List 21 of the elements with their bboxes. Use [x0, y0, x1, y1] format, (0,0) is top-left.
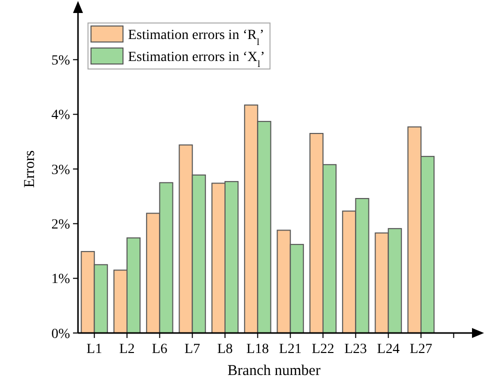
x-tick-label: L22 — [312, 342, 334, 357]
y-axis-title: Errors — [22, 150, 38, 188]
y-tick-label: 5% — [51, 54, 70, 69]
x-tick-label: L7 — [184, 342, 200, 357]
legend-label: Estimation errors in ‘R$_{l}$’ — [128, 28, 264, 48]
x-tick-label: L27 — [410, 342, 432, 357]
x-axis-title: Branch number — [228, 363, 320, 379]
x-tick-label: L2 — [119, 342, 135, 357]
x-tick-label: L18 — [246, 342, 269, 357]
y-tick-label: 4% — [51, 108, 70, 124]
y-tick-label: 3% — [51, 162, 70, 178]
y-tick-label: 0% — [51, 326, 70, 342]
x-tick-label: L23 — [344, 342, 367, 357]
x-tick-label: L21 — [279, 342, 302, 357]
y-tick-label: 2% — [51, 218, 70, 233]
x-tick-label: L1 — [86, 342, 102, 357]
x-tick-label: L8 — [217, 342, 233, 357]
legend-label: Estimation errors in ‘X$_{l}$’ — [128, 50, 265, 70]
y-tick-label: 1% — [51, 272, 70, 288]
x-tick-label: L6 — [152, 342, 168, 357]
x-tick-label: L24 — [377, 342, 400, 357]
